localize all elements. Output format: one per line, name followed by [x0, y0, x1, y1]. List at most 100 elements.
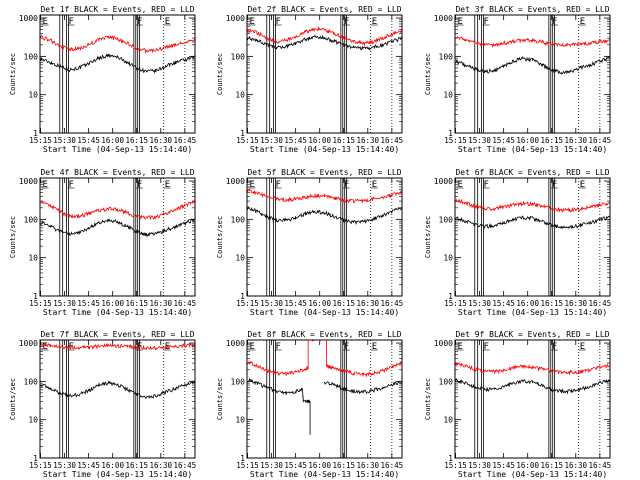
y-tick-label: 1	[448, 129, 453, 138]
marker-label-f: F	[552, 180, 557, 190]
marker-label-f: F	[344, 180, 349, 190]
x-tick-label: 15:15	[444, 136, 467, 145]
panel-title: Det 6f BLACK = Events, RED = LLD	[455, 168, 609, 177]
plot-frame	[39, 177, 196, 297]
x-tick-label: 15:45	[492, 299, 515, 308]
y-tick-label: 10	[235, 254, 245, 263]
marker-label-f: F	[69, 180, 74, 190]
series-line-lld	[455, 198, 610, 214]
y-tick-label: 1000	[434, 339, 453, 348]
x-tick-label: 16:45	[381, 136, 404, 145]
marker-label-f: F	[276, 342, 281, 352]
series-line-lld	[40, 199, 195, 221]
x-tick-label: 15:30	[468, 299, 491, 308]
marker-label-f: F	[137, 180, 142, 190]
series-line-events	[247, 205, 402, 226]
series-line-lld	[40, 34, 195, 55]
x-axis-label: Start Time (04-Sep-13 15:14:40)	[458, 470, 607, 479]
x-tick-label: 16:15	[332, 461, 355, 470]
series-line-events	[40, 218, 195, 238]
y-tick-label: 100	[439, 52, 454, 61]
marker-label-f: F	[276, 180, 281, 190]
x-tick-label: 16:30	[357, 136, 380, 145]
x-axis-label: Start Time (04-Sep-13 15:14:40)	[458, 145, 607, 154]
y-axis-label: Counts/sec	[424, 216, 432, 258]
y-tick-label: 100	[24, 215, 39, 224]
x-tick-label: 15:15	[444, 299, 467, 308]
series-line-lld	[247, 189, 402, 204]
x-tick-label: 16:30	[565, 299, 588, 308]
y-axis-label: Counts/sec	[216, 53, 224, 95]
marker-label-f: F	[552, 342, 557, 352]
y-tick-label: 1000	[19, 14, 38, 23]
x-tick-label: 16:00	[308, 299, 331, 308]
series-line-events	[455, 377, 610, 395]
panel-title: Det 9f BLACK = Events, RED = LLD	[455, 330, 609, 339]
x-tick-label: 16:15	[332, 136, 355, 145]
marker-label-f: F	[69, 17, 74, 27]
x-tick-label: 16:30	[150, 136, 173, 145]
y-tick-label: 100	[24, 377, 39, 386]
x-tick-label: 16:15	[540, 461, 563, 470]
x-tick-label: 15:15	[29, 136, 52, 145]
x-tick-label: 16:45	[589, 299, 612, 308]
y-tick-label: 1	[33, 129, 38, 138]
marker-label-e: E	[250, 17, 255, 27]
y-tick-label: 100	[439, 377, 454, 386]
marker-label-e: E	[372, 17, 377, 27]
marker-label-f: F	[276, 17, 281, 27]
y-tick-label: 1	[448, 454, 453, 463]
y-tick-label: 1	[240, 454, 245, 463]
y-tick-label: 1	[240, 292, 245, 301]
y-tick-label: 10	[443, 416, 453, 425]
x-axis-label: Start Time (04-Sep-13 15:14:40)	[250, 470, 399, 479]
x-axis-label: Start Time (04-Sep-13 15:14:40)	[250, 145, 399, 154]
x-tick-label: 16:15	[125, 136, 148, 145]
y-tick-label: 10	[443, 91, 453, 100]
y-axis-label: Counts/sec	[9, 216, 17, 258]
series-line-lld	[247, 26, 402, 47]
marker-label-e: E	[250, 342, 255, 352]
marker-label-e: E	[43, 17, 48, 27]
x-tick-label: 16:30	[357, 461, 380, 470]
y-tick-label: 100	[231, 215, 246, 224]
panel-det-8f: Det 8f BLACK = Events, RED = LLD E F F E 1 10 1…	[216, 330, 403, 479]
x-tick-label: 16:45	[174, 461, 197, 470]
y-axis-label: Counts/sec	[9, 53, 17, 95]
x-tick-label: 16:00	[516, 136, 539, 145]
x-tick-label: 16:00	[308, 461, 331, 470]
y-axis-label: Counts/sec	[216, 216, 224, 258]
plot-frame	[246, 14, 403, 134]
x-tick-label: 16:00	[101, 461, 124, 470]
series-line-events	[40, 53, 195, 74]
x-tick-label: 16:00	[101, 299, 124, 308]
panel-title: Det 3f BLACK = Events, RED = LLD	[455, 5, 609, 14]
y-axis-label: Counts/sec	[216, 378, 224, 420]
marker-label-f: F	[137, 17, 142, 27]
x-tick-label: 16:00	[516, 461, 539, 470]
panel-det-3f: Det 3f BLACK = Events, RED = LLD E F F E 1 10 1…	[424, 5, 611, 154]
series-line-lld	[455, 36, 610, 49]
plot-frame	[246, 339, 403, 459]
x-tick-label: 16:00	[308, 136, 331, 145]
x-tick-label: 16:45	[589, 136, 612, 145]
panel-title: Det 7f BLACK = Events, RED = LLD	[40, 330, 194, 339]
y-tick-label: 10	[28, 416, 38, 425]
x-tick-label: 16:00	[516, 299, 539, 308]
panel-det-6f: Det 6f BLACK = Events, RED = LLD E F F E 1 10 1…	[424, 168, 611, 317]
plot-frame	[454, 177, 611, 297]
x-tick-label: 15:45	[492, 461, 515, 470]
x-tick-label: 15:15	[444, 461, 467, 470]
x-tick-label: 16:15	[125, 461, 148, 470]
marker-label-f: F	[484, 342, 489, 352]
marker-label-e: E	[580, 17, 585, 27]
panel-title: Det 8f BLACK = Events, RED = LLD	[247, 330, 401, 339]
x-tick-label: 16:15	[125, 299, 148, 308]
panel-det-1f: Det 1f BLACK = Events, RED = LLD E F F E 1 10 1…	[9, 5, 196, 154]
marker-label-e: E	[458, 342, 463, 352]
y-tick-label: 10	[443, 254, 453, 263]
x-tick-label: 16:15	[332, 299, 355, 308]
plot-frame	[454, 339, 611, 459]
